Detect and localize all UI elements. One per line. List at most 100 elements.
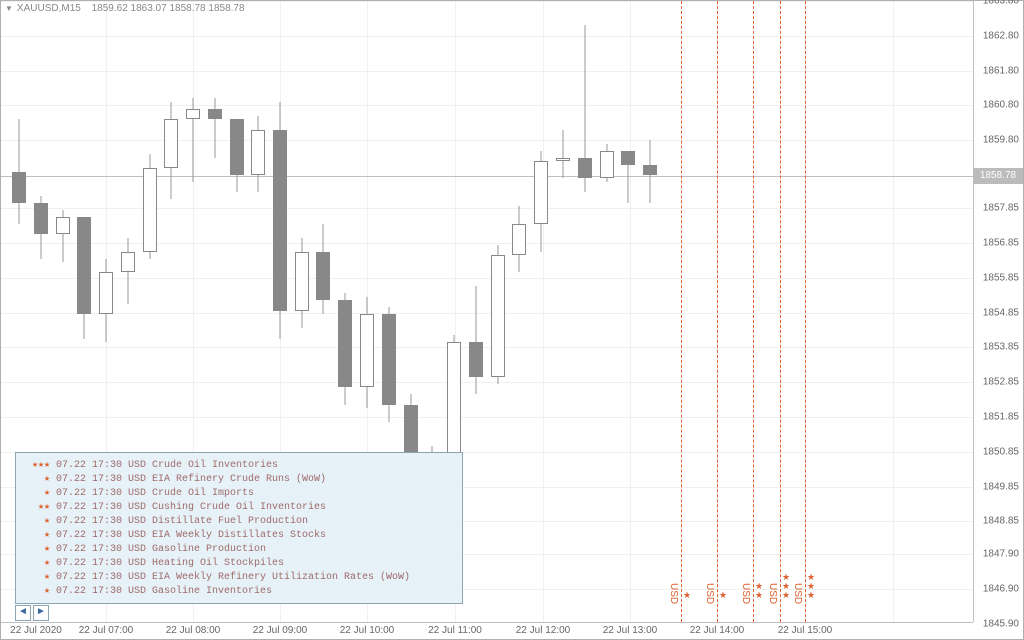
x-tick-label: 22 Jul 13:00 [603,625,658,636]
event-text: 07.22 17:30 USD EIA Weekly Refinery Util… [50,572,410,583]
y-tick-label: 1846.90 [983,584,1019,595]
candle-body [360,314,374,387]
y-tick-label: 1847.90 [983,549,1019,560]
candle-body [534,161,548,224]
x-tick-label: 22 Jul 10:00 [340,625,395,636]
news-vertical-line [780,1,781,622]
x-tick-label: 22 Jul 12:00 [516,625,571,636]
news-star-icon: ★ [719,590,727,601]
news-star-icon: ★ [782,572,790,583]
candle-body [295,252,309,311]
y-tick-label: 1845.90 [983,619,1019,630]
news-vertical-line [805,1,806,622]
news-event-row: ★ 07.22 17:30 USD Gasoline Production [24,542,454,556]
gridline-h [1,71,973,72]
event-importance-stars: ★ [24,557,50,569]
gridline-h [1,1,973,2]
gridline-v [630,1,631,622]
gridline-h [1,140,973,141]
y-tick-label: 1851.85 [983,411,1019,422]
gridline-h [1,36,973,37]
x-tick-label: 22 Jul 2020 [10,625,62,636]
event-importance-stars: ★★ [24,501,50,513]
news-event-row: ★ 07.22 17:30 USD Heating Oil Stockpiles [24,556,454,570]
event-text: 07.22 17:30 USD Gasoline Inventories [50,586,272,597]
x-tick-label: 22 Jul 09:00 [253,625,308,636]
event-text: 07.22 17:30 USD Distillate Fuel Producti… [50,516,308,527]
candle-body [316,252,330,301]
event-text: 07.22 17:30 USD Heating Oil Stockpiles [50,558,284,569]
event-text: 07.22 17:30 USD Crude Oil Imports [50,488,254,499]
news-event-row: ★ 07.22 17:30 USD Crude Oil Imports [24,486,454,500]
candle-body [56,217,70,234]
candle-body [556,158,570,161]
candle-body [99,272,113,314]
chart-ohlc: 1859.62 1863.07 1858.78 1858.78 [92,3,245,14]
candle-body [621,151,635,165]
news-line-label: USD [792,583,803,604]
next-button[interactable]: ► [33,605,49,621]
x-tick-label: 22 Jul 08:00 [166,625,221,636]
gridline-h [1,313,973,314]
y-tick-label: 1848.85 [983,516,1019,527]
event-importance-stars: ★ [24,585,50,597]
news-line-label: USD [668,583,679,604]
y-tick-label: 1853.85 [983,342,1019,353]
chart-symbol: XAUUSD,M15 [17,3,81,14]
candle-body [643,165,657,175]
candle-body [447,342,461,453]
candle-body [600,151,614,179]
x-axis: 22 Jul 202022 Jul 07:0022 Jul 08:0022 Ju… [1,622,973,639]
current-price-label: 1858.78 [973,168,1023,184]
x-tick-label: 22 Jul 11:00 [428,625,482,636]
news-event-row: ★ 07.22 17:30 USD Distillate Fuel Produc… [24,514,454,528]
candle-body [338,300,352,387]
chart-header: ▼ XAUUSD,M15 1859.62 1863.07 1858.78 185… [5,3,245,14]
y-tick-label: 1852.85 [983,377,1019,388]
event-importance-stars: ★ [24,529,50,541]
news-star-icon: ★ [683,590,691,601]
gridline-h [1,105,973,106]
candle-body [382,314,396,404]
news-event-box: ★★★ 07.22 17:30 USD Crude Oil Inventorie… [15,452,463,604]
y-tick-label: 1860.80 [983,100,1019,111]
news-vertical-line [717,1,718,622]
y-tick-label: 1849.85 [983,481,1019,492]
news-event-row: ★★★ 07.22 17:30 USD Crude Oil Inventorie… [24,458,454,472]
y-tick-label: 1861.80 [983,65,1019,76]
chart-container: ▼ XAUUSD,M15 1859.62 1863.07 1858.78 185… [0,0,1024,640]
news-line-label: USD [704,583,715,604]
gridline-h [1,382,973,383]
news-line-label: USD [740,583,751,604]
news-event-row: ★ 07.22 17:30 USD EIA Weekly Refinery Ut… [24,570,454,584]
candle-wick [476,286,477,394]
candle-body [121,252,135,273]
candle-body [77,217,91,314]
x-tick-label: 22 Jul 15:00 [778,625,833,636]
event-text: 07.22 17:30 USD EIA Refinery Crude Runs … [50,474,326,485]
x-tick-label: 22 Jul 14:00 [690,625,745,636]
event-importance-stars: ★ [24,487,50,499]
news-event-row: ★★ 07.22 17:30 USD Cushing Crude Oil Inv… [24,500,454,514]
gridline-v [893,1,894,622]
y-tick-label: 1855.85 [983,272,1019,283]
event-importance-stars: ★ [24,473,50,485]
event-text: 07.22 17:30 USD Crude Oil Inventories [50,460,278,471]
gridline-h [1,347,973,348]
gridline-h [1,417,973,418]
y-tick-label: 1862.80 [983,30,1019,41]
news-star-icon: ★ [807,572,815,583]
event-importance-stars: ★ [24,571,50,583]
news-vertical-line [753,1,754,622]
y-tick-label: 1857.85 [983,203,1019,214]
candle-body [186,109,200,119]
chevron-down-icon: ▼ [5,4,13,13]
event-importance-stars: ★ [24,515,50,527]
candle-body [512,224,526,255]
y-axis: 1845.901846.901847.901848.851849.851850.… [973,1,1023,622]
candle-body [12,172,26,203]
event-importance-stars: ★★★ [24,459,50,471]
candle-body [491,255,505,377]
prev-button[interactable]: ◄ [15,605,31,621]
candle-body [230,119,244,175]
